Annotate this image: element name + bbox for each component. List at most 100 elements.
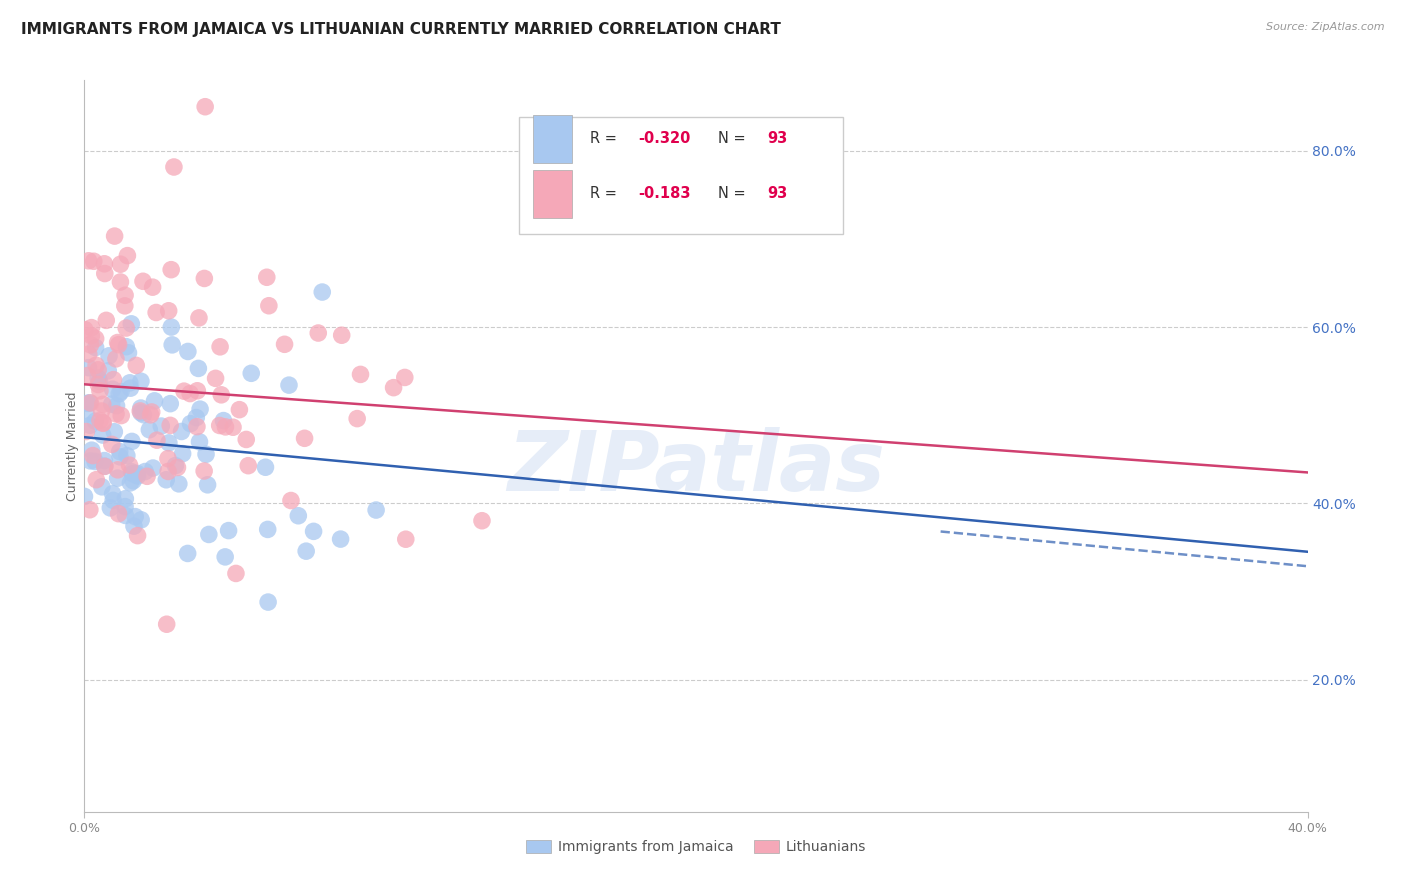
Point — [121, 467, 143, 481]
Point — [280, 493, 302, 508]
Point — [165, 458, 187, 473]
Point — [89, 375, 111, 389]
Point — [157, 303, 180, 318]
Point — [160, 320, 183, 334]
Point — [193, 464, 215, 478]
Point — [167, 476, 190, 491]
Point — [84, 414, 107, 428]
Point — [94, 267, 117, 281]
Point — [110, 275, 132, 289]
Point — [160, 262, 183, 277]
Point — [108, 386, 131, 401]
Point — [101, 487, 124, 501]
Point — [330, 328, 353, 343]
Point — [136, 469, 159, 483]
Point — [172, 447, 194, 461]
Point — [157, 435, 180, 450]
Point — [256, 270, 278, 285]
Point — [105, 399, 128, 413]
Point — [186, 384, 208, 398]
Text: R =: R = — [589, 186, 626, 202]
Text: 93: 93 — [766, 131, 787, 146]
Point — [208, 418, 231, 433]
Point — [93, 453, 115, 467]
Point — [143, 393, 166, 408]
Point — [103, 373, 125, 387]
Point — [125, 467, 148, 482]
Point — [121, 465, 143, 479]
Point — [295, 544, 318, 558]
Point — [114, 508, 136, 523]
Point — [139, 408, 162, 422]
Point — [80, 443, 103, 458]
Point — [110, 409, 132, 423]
Point — [115, 449, 138, 463]
Point — [240, 366, 263, 380]
Point — [212, 414, 235, 428]
Point — [179, 417, 201, 431]
Point — [141, 405, 163, 419]
Point — [115, 321, 138, 335]
Point — [77, 347, 100, 361]
Point — [108, 444, 131, 458]
Point — [257, 299, 280, 313]
Point — [129, 374, 152, 388]
Point — [98, 500, 121, 515]
Text: Source: ZipAtlas.com: Source: ZipAtlas.com — [1267, 22, 1385, 32]
Point — [214, 549, 236, 564]
Point — [101, 493, 124, 508]
Point — [160, 338, 183, 352]
Point — [273, 337, 295, 351]
Point — [127, 469, 149, 483]
Point — [108, 450, 131, 464]
Point — [114, 288, 136, 302]
Point — [287, 508, 309, 523]
Point — [120, 317, 142, 331]
Point — [91, 417, 114, 431]
Point — [120, 475, 142, 490]
Point — [110, 257, 132, 271]
Point — [125, 359, 148, 373]
Point — [75, 407, 97, 421]
Point — [177, 344, 200, 359]
Point — [79, 502, 101, 516]
Y-axis label: Currently Married: Currently Married — [66, 392, 79, 500]
Point — [197, 478, 219, 492]
Point — [150, 419, 173, 434]
Text: N =: N = — [718, 186, 751, 202]
Point — [114, 491, 136, 506]
Point — [142, 280, 165, 294]
Point — [115, 340, 138, 354]
Point — [107, 471, 129, 485]
Point — [329, 532, 352, 546]
Point — [73, 323, 96, 337]
Point — [228, 402, 250, 417]
Point — [98, 349, 121, 363]
Point — [84, 454, 107, 468]
Point — [91, 416, 114, 430]
Point — [104, 229, 127, 244]
Point — [87, 363, 110, 377]
Point — [256, 523, 278, 537]
Point — [166, 460, 188, 475]
Point — [209, 340, 232, 354]
Point — [186, 419, 208, 434]
Point — [73, 489, 96, 503]
Point — [132, 274, 155, 288]
Point — [118, 376, 141, 390]
Point — [302, 524, 325, 539]
Point — [134, 465, 156, 479]
Point — [114, 500, 136, 514]
Point — [311, 285, 333, 299]
Point — [146, 433, 169, 447]
Point — [118, 458, 141, 472]
Point — [76, 368, 98, 383]
FancyBboxPatch shape — [519, 117, 842, 234]
Point — [76, 396, 98, 410]
Point — [91, 428, 114, 442]
Point — [105, 407, 128, 421]
Point — [195, 447, 218, 461]
Point — [93, 257, 115, 271]
Point — [84, 358, 107, 372]
Point — [107, 337, 129, 351]
